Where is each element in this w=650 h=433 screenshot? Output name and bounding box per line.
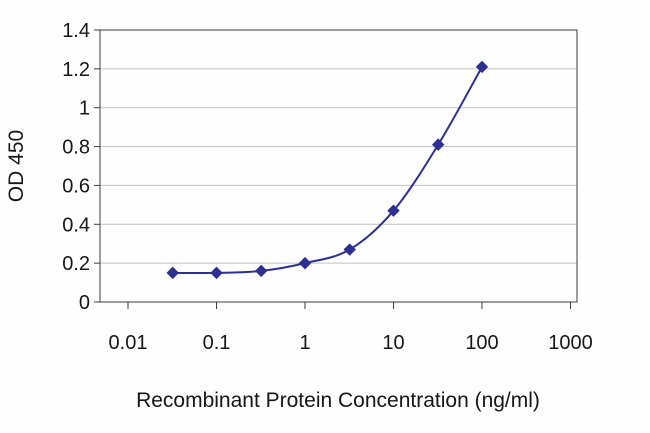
y-tick-label: 0.6 xyxy=(62,175,90,197)
x-tick-label: 1 xyxy=(299,332,310,354)
data-point-marker xyxy=(210,266,223,280)
y-tick-label: 0.2 xyxy=(62,253,90,275)
x-axis-title: Recombinant Protein Concentration (ng/ml… xyxy=(136,389,540,412)
y-tick-label: 1.4 xyxy=(62,20,90,42)
data-point-marker xyxy=(254,264,268,278)
x-tick-label: 100 xyxy=(465,332,498,354)
y-tick-label: 0.8 xyxy=(62,137,90,159)
plot-border xyxy=(99,29,578,303)
data-point-marker xyxy=(166,266,179,280)
data-point-marker xyxy=(431,138,445,151)
data-point-marker xyxy=(298,256,312,270)
x-tick-label: 0.1 xyxy=(203,332,231,354)
y-tick-label: 1.2 xyxy=(62,59,90,81)
y-tick-label: 0 xyxy=(79,292,90,314)
series-line xyxy=(172,66,483,275)
y-tick-label: 1 xyxy=(79,98,90,120)
data-series xyxy=(166,60,489,280)
x-tick-label: 0.01 xyxy=(109,332,148,354)
gridlines xyxy=(100,68,577,264)
x-tick-label: 10 xyxy=(382,332,404,354)
data-point-marker xyxy=(475,60,489,74)
data-point-marker xyxy=(387,204,400,217)
y-tick-label: 0.4 xyxy=(62,214,90,236)
y-axis-title: OD 450 xyxy=(5,130,28,202)
data-point-marker xyxy=(343,243,356,256)
x-tick-label: 1000 xyxy=(548,332,593,354)
axis-ticks-and-labels: 1.4 1.2 1 0.8 0.6 0.4 0.2 0 0.01 0.1 1 10 100 1000 xyxy=(62,20,593,354)
